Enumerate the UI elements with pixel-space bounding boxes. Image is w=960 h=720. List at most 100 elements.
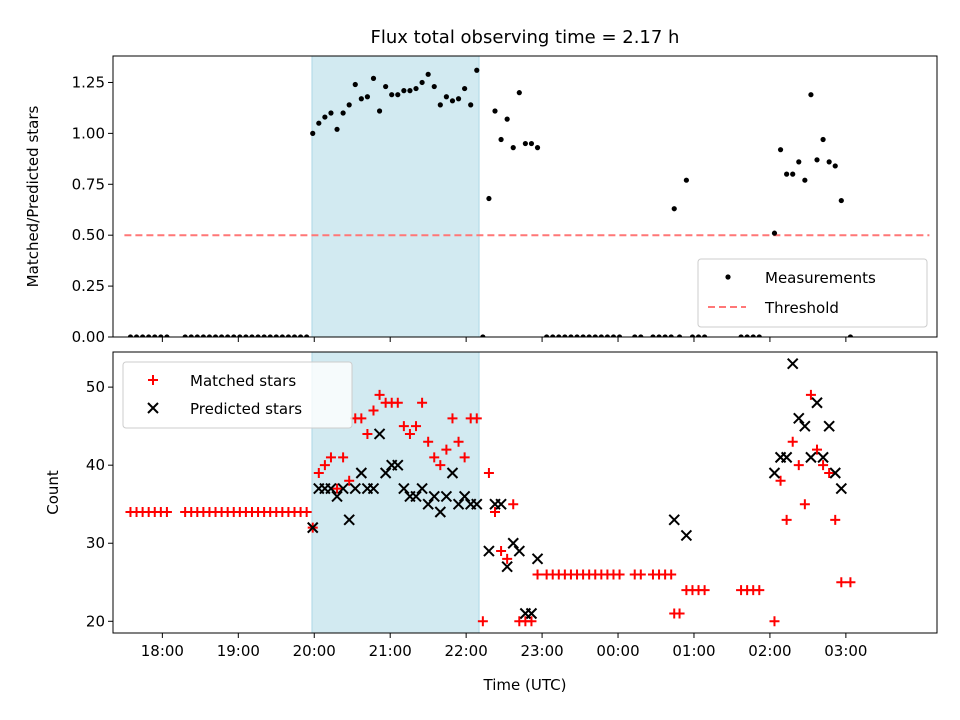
- measurement-point: [243, 334, 249, 337]
- measurement-point: [468, 102, 474, 108]
- measurement-point: [528, 140, 535, 147]
- predicted-point: [829, 467, 841, 479]
- matched-point: [775, 475, 786, 486]
- measurement-point: [616, 334, 623, 337]
- measurement-point: [580, 334, 586, 337]
- measurement-point: [182, 334, 188, 337]
- y-tick-label: 20: [86, 612, 105, 630]
- predicted-point: [786, 358, 799, 370]
- matched-point: [496, 546, 507, 557]
- measurement-point: [750, 334, 756, 337]
- y-tick-label: 1.00: [72, 124, 105, 142]
- measurement-point: [316, 120, 322, 126]
- measurement-point: [838, 197, 844, 204]
- matched-point: [635, 569, 646, 580]
- matched-point: [754, 585, 765, 596]
- x-tick-label: 00:00: [596, 642, 639, 660]
- measurement-point: [285, 334, 292, 337]
- measurement-point: [784, 171, 790, 177]
- predicted-point: [483, 545, 495, 557]
- measurement-point: [279, 334, 285, 337]
- predicted-point: [507, 537, 519, 549]
- measurement-point: [671, 206, 677, 212]
- measurement-point: [152, 334, 158, 337]
- predicted-point: [446, 467, 459, 479]
- matched-point: [799, 499, 810, 510]
- predicted-point: [805, 451, 817, 464]
- measurement-point: [376, 108, 383, 114]
- matched-point: [812, 444, 823, 455]
- matched-point: [319, 460, 330, 471]
- matched-point: [447, 413, 458, 424]
- measurement-point: [738, 334, 744, 337]
- measurement-point: [383, 83, 389, 90]
- measurement-point: [650, 334, 656, 337]
- predicted-point: [471, 498, 483, 510]
- predicted-point: [811, 397, 823, 409]
- measurement-point: [267, 334, 273, 337]
- y-axis-title: Matched/Predicted stars: [24, 106, 42, 288]
- predicted-point: [355, 467, 368, 479]
- predicted-point: [668, 514, 680, 526]
- count-panel: 18:00 19:00 20:00 21:00 22:00 23:00 00:00 01:00…: [44, 351, 938, 660]
- measurement-point: [802, 177, 808, 183]
- measurement-point: [756, 334, 762, 337]
- measurement-point: [498, 136, 504, 143]
- matched-point: [793, 460, 804, 471]
- measurement-point: [322, 114, 328, 120]
- measurement-point: [194, 334, 200, 337]
- measurement-point: [200, 334, 206, 337]
- predicted-point: [392, 459, 404, 471]
- legend-label: Matched stars: [190, 372, 296, 390]
- y-tick-label: 0.50: [72, 226, 105, 244]
- predicted-point: [799, 420, 811, 432]
- x-tick-label: 18:00: [141, 642, 184, 660]
- measurement-point: [574, 334, 580, 337]
- measurement-point: [610, 334, 617, 337]
- x-tick-label: 01:00: [672, 642, 715, 660]
- measurement-point: [814, 157, 820, 163]
- x-axis-title: Time (UTC): [483, 676, 567, 694]
- predicted-point: [452, 498, 465, 510]
- predicted-point: [373, 428, 386, 440]
- measurement-point: [568, 334, 574, 337]
- measurement-point: [425, 71, 431, 77]
- measurement-point: [702, 334, 708, 337]
- measurement-point: [777, 147, 784, 153]
- predicted-point: [325, 482, 337, 495]
- measurement-point: [352, 81, 358, 88]
- y-tick-label: 40: [86, 456, 105, 474]
- matched-point: [666, 569, 677, 580]
- legend-label: Predicted stars: [190, 400, 302, 418]
- measurement-point: [820, 136, 826, 143]
- matched-point: [161, 507, 172, 518]
- measurement-point: [443, 94, 449, 100]
- predicted-point: [410, 490, 422, 503]
- matched-point: [805, 389, 816, 400]
- predicted-point: [331, 490, 343, 503]
- predicted-point: [513, 545, 526, 557]
- measurement-point: [632, 334, 638, 337]
- measurement-point: [389, 92, 395, 98]
- measurement-point: [826, 159, 832, 165]
- measurement-point: [140, 334, 146, 337]
- matched-point: [769, 616, 780, 627]
- measurement-point: [486, 195, 492, 202]
- matched-point: [471, 413, 482, 424]
- matched-point: [398, 421, 409, 432]
- measurement-point: [522, 140, 528, 147]
- predicted-point: [495, 498, 507, 510]
- measurement-point: [556, 334, 562, 337]
- matched-point: [614, 569, 625, 580]
- measurement-point: [455, 96, 462, 102]
- matched-point: [301, 507, 312, 518]
- matched-point: [836, 577, 847, 588]
- matched-point: [699, 585, 710, 596]
- measurement-point: [133, 334, 140, 337]
- measurement-point: [231, 334, 237, 337]
- matched-point: [368, 405, 379, 416]
- measurement-point: [437, 102, 443, 108]
- measurement-point: [638, 334, 644, 337]
- measurement-point: [586, 334, 592, 337]
